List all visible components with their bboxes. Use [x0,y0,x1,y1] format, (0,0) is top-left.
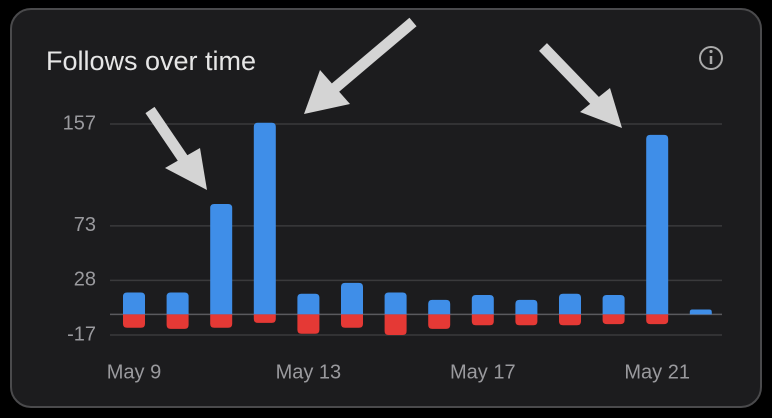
arrow-shaft [539,43,602,108]
arrow-head [304,70,350,114]
bar [384,292,407,315]
annotation-arrows [145,17,622,190]
arrow-head [165,148,207,190]
bar [602,294,625,315]
info-dot [709,49,713,54]
x-tick-label: May 9 [107,361,161,383]
bar [471,314,494,326]
chart-title: Follows over time [46,46,256,76]
bar [210,314,233,328]
y-tick-label: 73 [74,214,96,236]
bar [341,314,363,328]
x-tick-label: May 21 [624,361,690,383]
x-tick-label: May 17 [450,361,516,383]
arrow-head [580,88,622,128]
bar [428,299,451,315]
x-tick-label: May 13 [276,361,342,383]
bar [253,314,276,323]
bar [428,314,451,329]
bar [559,293,581,315]
bar [602,314,625,325]
bar [646,134,669,315]
bar [297,293,320,315]
arrow-shaft [145,106,191,167]
bar [341,282,363,315]
bar [646,314,669,325]
bar [123,314,145,328]
bar [210,204,233,315]
bar [166,292,189,315]
bar [123,292,145,315]
bar [166,314,189,329]
y-tick-label: -17 [67,323,96,345]
info-icon[interactable] [699,46,723,70]
bar [559,314,581,326]
bar [297,314,320,334]
arrow-shaft [331,17,417,93]
bar [471,294,494,315]
bar [384,314,407,335]
bar [689,309,712,315]
bar [515,299,538,315]
y-tick-label: 157 [63,112,96,134]
bar [515,314,538,326]
bar [253,122,276,315]
info-circle [699,46,723,70]
y-tick-label: 28 [74,269,96,291]
